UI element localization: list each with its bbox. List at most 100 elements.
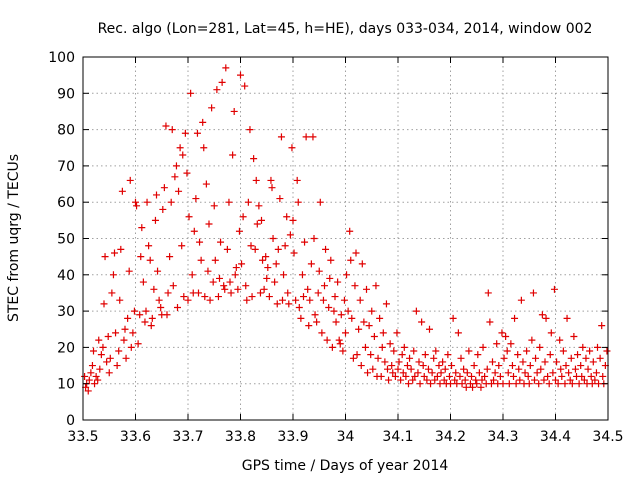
data-point bbox=[449, 314, 457, 322]
data-point bbox=[304, 285, 312, 293]
data-point bbox=[95, 336, 103, 344]
data-point bbox=[96, 365, 104, 373]
data-point bbox=[388, 362, 396, 370]
data-point bbox=[206, 296, 214, 304]
data-point bbox=[367, 351, 375, 359]
data-point bbox=[391, 372, 399, 380]
data-point bbox=[489, 358, 496, 366]
data-point bbox=[483, 365, 491, 373]
data-point bbox=[118, 187, 126, 195]
data-point bbox=[87, 369, 95, 377]
data-point bbox=[222, 64, 230, 72]
data-point bbox=[508, 362, 516, 370]
data-point bbox=[274, 245, 282, 253]
data-point bbox=[472, 376, 480, 384]
data-point bbox=[142, 307, 150, 315]
data-point bbox=[452, 369, 460, 377]
data-point bbox=[426, 325, 433, 333]
data-point bbox=[281, 242, 289, 250]
data-point bbox=[277, 133, 285, 141]
data-point bbox=[193, 129, 201, 137]
data-point bbox=[571, 365, 579, 373]
data-point bbox=[322, 245, 330, 253]
data-point bbox=[300, 293, 307, 301]
data-point bbox=[195, 289, 202, 297]
data-point bbox=[411, 372, 419, 380]
data-point bbox=[147, 322, 155, 330]
data-point bbox=[268, 184, 276, 192]
data-point bbox=[105, 369, 113, 377]
data-point bbox=[217, 238, 225, 246]
data-point bbox=[134, 340, 142, 348]
data-point bbox=[377, 372, 385, 380]
data-point bbox=[113, 362, 121, 370]
data-point bbox=[171, 173, 179, 181]
data-point bbox=[342, 329, 349, 337]
data-point bbox=[255, 202, 263, 210]
data-point bbox=[536, 343, 544, 351]
data-point bbox=[397, 376, 405, 384]
data-point bbox=[223, 245, 231, 253]
data-point bbox=[262, 253, 270, 261]
data-point bbox=[541, 358, 549, 366]
data-point bbox=[424, 365, 432, 373]
data-point bbox=[242, 282, 250, 290]
data-point bbox=[405, 380, 412, 388]
data-point bbox=[284, 289, 292, 297]
data-point bbox=[355, 325, 363, 333]
x-tick-label: 34.3 bbox=[487, 429, 518, 445]
data-point bbox=[460, 365, 468, 373]
data-point bbox=[524, 372, 532, 380]
data-point bbox=[124, 314, 132, 322]
data-point bbox=[88, 362, 96, 370]
data-point bbox=[111, 249, 118, 257]
data-point bbox=[439, 358, 447, 366]
data-point bbox=[225, 198, 233, 206]
data-point bbox=[318, 329, 326, 337]
data-point bbox=[498, 329, 506, 337]
data-point bbox=[584, 365, 592, 373]
data-point bbox=[253, 220, 261, 228]
data-point bbox=[441, 365, 449, 373]
data-point bbox=[306, 296, 314, 304]
data-point bbox=[211, 256, 219, 264]
data-point bbox=[218, 78, 226, 86]
data-point bbox=[580, 376, 588, 384]
data-point bbox=[201, 293, 209, 301]
data-point bbox=[94, 376, 102, 384]
data-point bbox=[252, 176, 260, 184]
data-point bbox=[302, 133, 310, 141]
data-point bbox=[145, 242, 153, 250]
data-point bbox=[414, 369, 422, 377]
data-point bbox=[348, 314, 356, 322]
data-point bbox=[546, 351, 554, 359]
data-point bbox=[579, 343, 587, 351]
data-point bbox=[378, 343, 386, 351]
data-point bbox=[565, 369, 573, 377]
data-point bbox=[475, 369, 483, 377]
data-point bbox=[267, 176, 275, 184]
data-point bbox=[163, 311, 171, 319]
data-point bbox=[394, 365, 402, 373]
data-point bbox=[376, 314, 384, 322]
y-tick-label: 80 bbox=[57, 123, 75, 139]
data-point bbox=[523, 347, 531, 355]
data-point bbox=[340, 296, 348, 304]
data-point bbox=[309, 133, 317, 141]
y-tick-label: 20 bbox=[57, 340, 75, 356]
data-point bbox=[337, 311, 345, 319]
data-point bbox=[557, 365, 565, 373]
data-point bbox=[531, 376, 538, 384]
data-point bbox=[529, 289, 537, 297]
data-point bbox=[588, 380, 596, 388]
data-point bbox=[538, 311, 546, 319]
data-point bbox=[516, 376, 524, 384]
data-point bbox=[470, 362, 478, 370]
data-point bbox=[562, 362, 570, 370]
data-point bbox=[241, 82, 249, 90]
data-point bbox=[437, 369, 445, 377]
data-point bbox=[179, 151, 187, 159]
data-point bbox=[369, 365, 377, 373]
data-point bbox=[155, 296, 163, 304]
data-point bbox=[398, 351, 406, 359]
